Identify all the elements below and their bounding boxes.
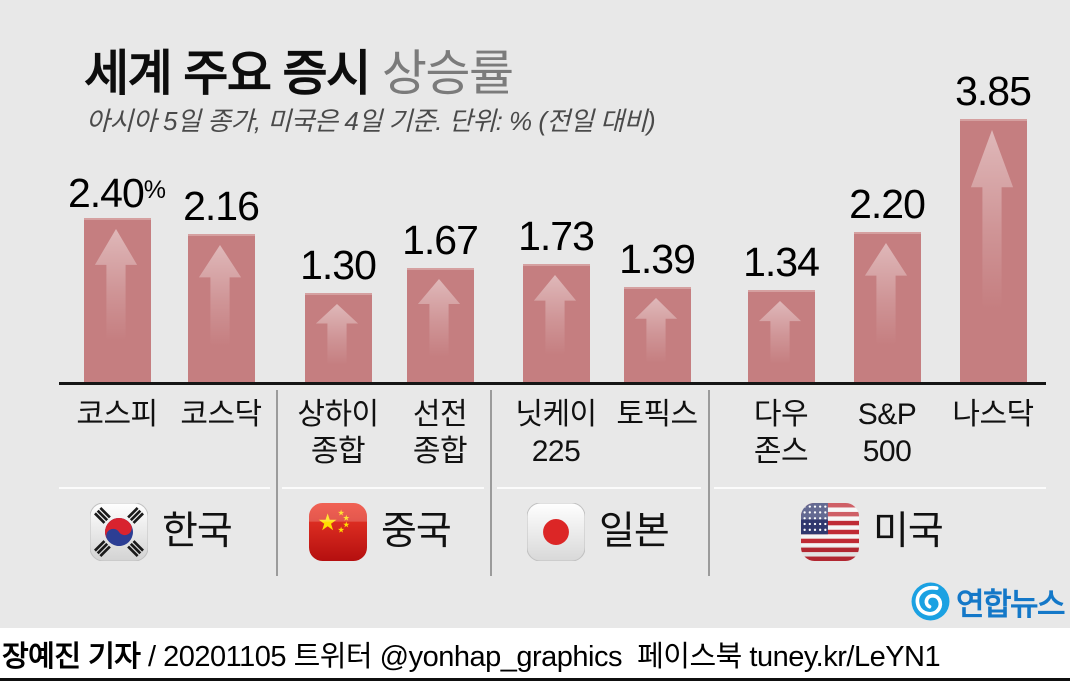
yonhap-logo-icon	[911, 582, 950, 621]
bar-value-label: 1.34	[743, 239, 820, 285]
up-arrow-icon	[417, 279, 461, 357]
bar	[305, 293, 372, 382]
country-label: 중국	[381, 510, 452, 553]
title-main: 세계 주요 증시	[84, 47, 371, 101]
bar-value-label: 2.16	[183, 183, 260, 229]
up-arrow-icon	[758, 301, 802, 364]
bar-value-label: 2.20	[849, 181, 926, 227]
bar-chart: 2.40% 코스피 2.16 코스닥 1.30 상하이 종합 1.67 선전 종합 1.73 닛케이 2…	[59, 68, 1046, 576]
credit-line: 장예진 기자 / 20201105 트위터 @yonhap_graphics 페…	[2, 633, 1068, 675]
index-label: 다우 존스	[753, 398, 809, 468]
bar	[624, 287, 691, 382]
index-label: 토픽스	[616, 398, 698, 431]
country-label: 미국	[873, 510, 944, 553]
percent-sign: %	[143, 176, 167, 204]
chart-subtitle: 아시아 5일 종가, 미국은 4일 기준. 단위: % (전일 대비)	[86, 106, 656, 136]
bar	[748, 290, 815, 382]
bar-value-label: 1.30	[300, 242, 377, 288]
country-label: 한국	[162, 510, 233, 553]
index-label: 상하이 종합	[297, 398, 379, 468]
bar-value-label: 3.85	[955, 68, 1032, 114]
index-label: 닛케이 225	[515, 398, 597, 468]
bar	[523, 264, 590, 382]
index-label: S&P 500	[857, 398, 917, 468]
x-axis-line	[59, 382, 1046, 385]
credit-info: / 20201105 트위터 @yonhap_graphics 페이스북 tun…	[140, 641, 941, 673]
group-divider	[276, 390, 278, 576]
yonhap-logo-text: 연합뉴스	[956, 587, 1066, 622]
country-label: 일본	[599, 510, 670, 553]
group-underline	[714, 487, 1046, 489]
bar	[854, 232, 921, 382]
up-arrow-icon	[970, 130, 1014, 309]
index-label: 코스닥	[180, 398, 262, 431]
page-title: 세계 주요 증시 상승률	[84, 34, 514, 105]
group-underline	[497, 487, 701, 489]
usa-flag-icon	[801, 503, 859, 561]
index-label: 코스피	[76, 398, 158, 431]
up-arrow-icon	[198, 245, 242, 346]
china-flag-icon	[309, 503, 367, 561]
up-arrow-icon	[533, 275, 577, 355]
japan-flag-icon	[527, 503, 585, 561]
bar	[188, 234, 255, 382]
bottom-border	[0, 678, 1070, 681]
up-arrow-icon	[634, 298, 678, 363]
up-arrow-icon	[315, 304, 359, 365]
up-arrow-icon	[864, 243, 908, 345]
chart-panel: 세계 주요 증시 상승률 아시아 5일 종가, 미국은 4일 기준. 단위: %…	[0, 0, 1070, 628]
bar	[84, 218, 151, 382]
bar	[407, 268, 474, 382]
group-divider	[708, 390, 710, 576]
index-label: 나스닥	[952, 398, 1034, 431]
bar-value-label: 2.40%	[67, 170, 167, 216]
title-sub: 상승률	[381, 47, 514, 101]
bar	[960, 119, 1027, 382]
up-arrow-icon	[94, 229, 138, 341]
group-underline	[282, 487, 484, 489]
korea-flag-icon	[90, 503, 148, 561]
yonhap-logo: 연합뉴스	[910, 579, 1066, 624]
credit-reporter: 장예진 기자	[2, 641, 141, 673]
group-underline	[59, 487, 270, 489]
bar-value-label: 1.73	[518, 213, 595, 259]
index-label: 선전 종합	[412, 398, 468, 468]
group-divider	[490, 390, 492, 576]
bar-value-label: 1.39	[619, 236, 696, 282]
bar-value-label: 1.67	[402, 217, 479, 263]
